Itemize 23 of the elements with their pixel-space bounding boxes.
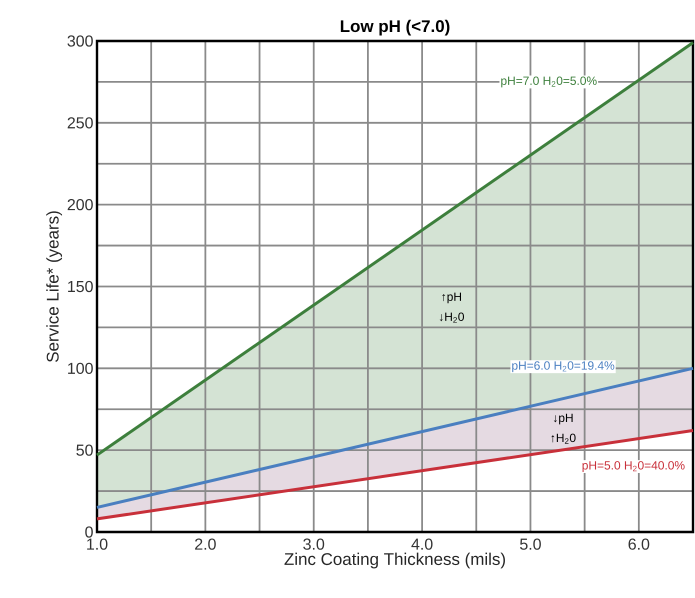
annotation: ↓pH xyxy=(554,414,573,424)
y-axis-title: Service Life* (years) xyxy=(46,211,62,362)
series-label: pH=6.0 H$_{2}$0=19.4% xyxy=(512,361,614,372)
y-tick-label: 50 xyxy=(76,444,93,456)
series-label: pH=5.0 H$_{2}$0=40.0% xyxy=(582,461,685,472)
x-axis-title: Zinc Coating Thickness (mils) xyxy=(284,552,505,568)
chart-title: Low pH (<7.0) xyxy=(340,20,450,36)
y-tick-label: 0 xyxy=(85,526,93,538)
y-tick-label: 150 xyxy=(68,280,93,292)
y-tick-label: 100 xyxy=(68,362,93,374)
annotation: ↑H$_{2}$0 xyxy=(551,434,576,444)
x-tick-label: 3.0 xyxy=(303,538,324,550)
annotation: ↑pH xyxy=(442,292,462,304)
x-tick-label: 1.0 xyxy=(87,538,108,550)
annotation: ↓H$_{2}$0 xyxy=(440,312,464,323)
y-tick-label: 200 xyxy=(68,199,93,210)
x-tick-label: 5.0 xyxy=(520,538,541,550)
x-tick-label: 4.0 xyxy=(411,538,433,550)
x-tick-label: 6.0 xyxy=(628,538,650,550)
y-tick-label: 300 xyxy=(67,35,93,47)
series-label: pH=7.0 H$_{2}$0=5.0% xyxy=(501,76,597,88)
y-tick-label: 250 xyxy=(68,117,93,128)
x-tick-label: 2.0 xyxy=(195,538,216,550)
